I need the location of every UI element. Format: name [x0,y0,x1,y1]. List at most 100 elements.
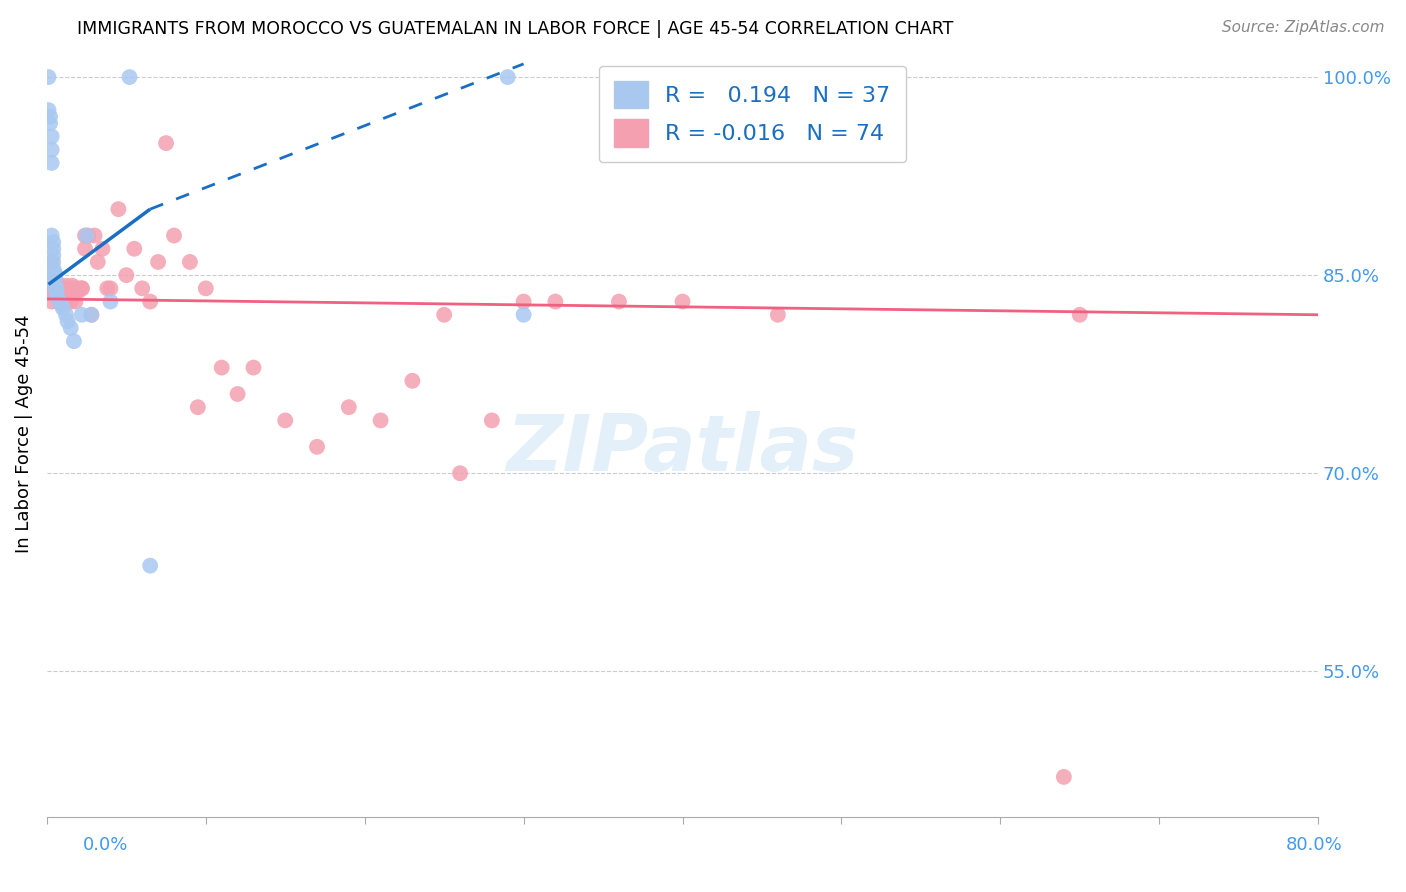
Point [53,288,76,302]
Point [65,284,87,298]
Point [194,281,217,295]
Point [45,284,67,298]
Point [115,268,138,282]
Legend: R =   0.194   N = 37, R = -0.016   N = 74: R = 0.194 N = 37, R = -0.016 N = 74 [599,66,905,162]
Point [70,308,93,322]
Point [44,266,66,280]
Point [46,278,69,293]
Point [46,292,69,306]
Point [449,467,471,481]
Point [100,281,122,295]
Point [45,288,67,302]
Point [63,281,86,295]
Point [671,294,693,309]
Point [41,255,63,269]
Point [607,294,630,309]
Point [41,294,63,309]
Point [1053,770,1076,784]
Point [39,281,62,295]
Point [51,292,73,306]
Point [242,360,264,375]
Point [44,268,66,282]
Point [55,278,77,293]
Point [41,228,63,243]
Point [305,440,328,454]
Point [55,284,77,298]
Point [42,248,65,262]
Point [187,401,209,415]
Point [48,286,70,301]
Point [44,288,66,302]
Point [59,294,82,309]
Point [65,294,87,309]
Point [512,294,534,309]
Text: 80.0%: 80.0% [1286,836,1343,854]
Point [67,281,90,295]
Point [512,308,534,322]
Point [76,228,98,243]
Point [118,70,141,84]
Point [60,278,83,293]
Point [48,281,70,295]
Point [42,261,65,276]
Point [45,281,67,295]
Point [70,281,93,295]
Point [80,308,103,322]
Point [155,136,177,150]
Point [37,103,59,117]
Point [70,281,93,295]
Point [80,308,103,322]
Point [100,294,122,309]
Point [42,275,65,289]
Point [73,242,96,256]
Point [44,270,66,285]
Point [41,156,63,170]
Point [46,288,69,302]
Point [163,228,186,243]
Point [766,308,789,322]
Point [39,116,62,130]
Point [45,281,67,295]
Point [52,301,75,315]
Point [42,255,65,269]
Point [124,242,146,256]
Point [44,278,66,293]
Point [48,294,70,309]
Text: 0.0%: 0.0% [83,836,128,854]
Point [146,255,169,269]
Point [42,242,65,256]
Point [51,297,73,311]
Point [60,286,83,301]
Point [42,235,65,249]
Point [337,401,360,415]
Point [83,228,105,243]
Point [41,143,63,157]
Point [59,321,82,335]
Point [45,275,67,289]
Point [56,288,79,302]
Point [179,255,201,269]
Point [56,294,79,309]
Point [67,284,90,298]
Point [73,228,96,243]
Point [42,281,65,295]
Point [131,281,153,295]
Point [211,360,233,375]
Point [44,281,66,295]
Point [226,387,249,401]
Text: IMMIGRANTS FROM MOROCCO VS GUATEMALAN IN LABOR FORCE | AGE 45-54 CORRELATION CHA: IMMIGRANTS FROM MOROCCO VS GUATEMALAN IN… [77,20,953,37]
Point [481,413,503,427]
Text: Source: ZipAtlas.com: Source: ZipAtlas.com [1222,20,1385,35]
Point [401,374,423,388]
Point [63,334,86,348]
Point [91,242,114,256]
Point [96,281,118,295]
Point [56,314,79,328]
Point [52,284,75,298]
Point [274,413,297,427]
Point [433,308,456,322]
Point [55,308,77,322]
Point [370,413,392,427]
Point [52,294,75,309]
Point [58,284,80,298]
